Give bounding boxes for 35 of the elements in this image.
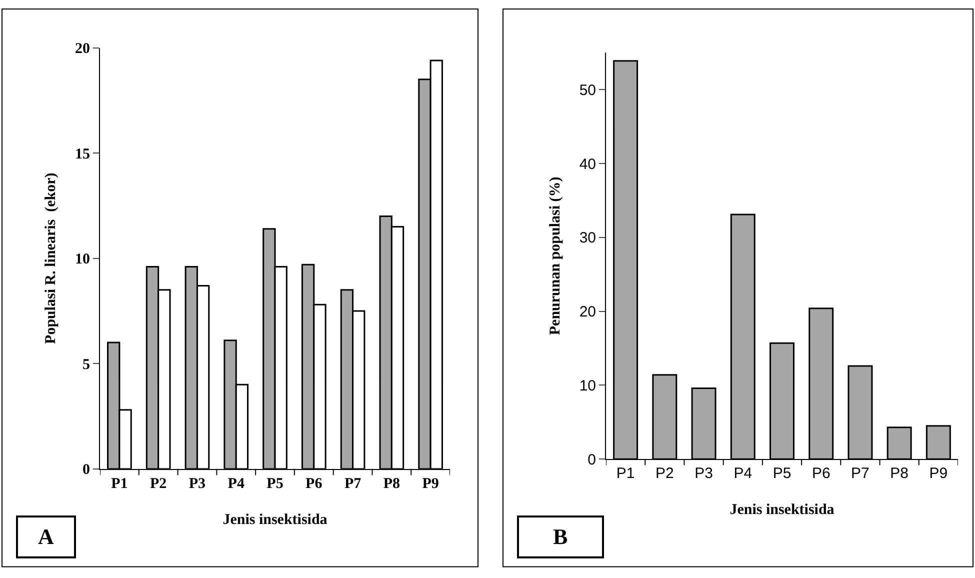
x-tick-label: P2 (150, 476, 167, 492)
x-tick-label: P5 (266, 476, 284, 492)
x-tick-label: P1 (111, 476, 128, 492)
y-tick-label: 15 (75, 146, 90, 162)
x-tick-label: P7 (344, 476, 362, 492)
y-tick-label: 40 (579, 156, 596, 173)
x-tick-label: P8 (890, 465, 909, 482)
y-tick-label: 0 (588, 451, 596, 468)
x-axis-title: Jenis insektisida (730, 502, 835, 518)
y-axis-title: Penurunan populasi (%) (548, 176, 564, 336)
x-tick-label: P4 (228, 476, 245, 492)
y-tick-label: 10 (75, 252, 90, 268)
x-tick-label: P1 (616, 465, 635, 482)
y-tick-label: 10 (579, 377, 596, 394)
x-tick-label: P5 (772, 465, 792, 482)
text: A (38, 524, 54, 549)
x-tick-label: P6 (812, 465, 830, 482)
x-tick-label: P3 (694, 465, 713, 482)
y-tick-label: 20 (579, 304, 596, 321)
y-tick-label: 0 (82, 462, 90, 478)
x-tick-label: P7 (851, 465, 870, 482)
x-tick-label: P3 (188, 476, 206, 492)
x-axis-title: Jenis insektisida (222, 512, 328, 528)
x-tick-label: P8 (383, 476, 400, 492)
x-tick-label: P9 (422, 476, 439, 492)
y-tick-label: 20 (75, 41, 90, 58)
x-tick-label: P9 (929, 465, 948, 482)
x-tick-label: P4 (734, 465, 752, 482)
y-tick-label: 5 (82, 356, 90, 373)
y-axis-title: Populasi R. linearis (ekor) (43, 172, 60, 344)
x-tick-label: P2 (655, 465, 674, 482)
y-tick-label: 30 (579, 230, 596, 247)
x-tick-label: P6 (306, 476, 323, 492)
y-tick-label: 50 (579, 82, 596, 99)
text: B (553, 524, 568, 549)
